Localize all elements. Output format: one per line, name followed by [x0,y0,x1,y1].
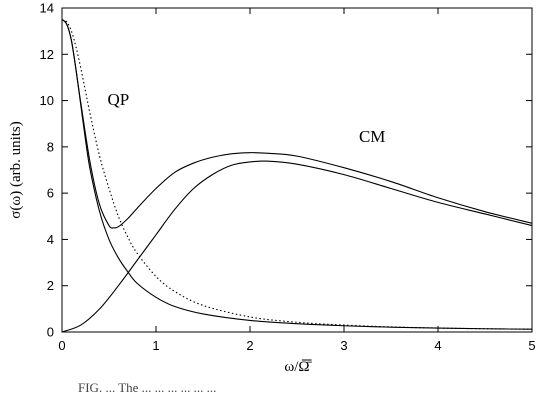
x-tick-label: 2 [246,338,253,353]
x-tick-label: 5 [528,338,535,353]
x-tick-label: 3 [340,338,347,353]
curves [61,19,533,333]
x-axis-label: ω/Ω̄ [284,359,312,375]
y-tick-label: 8 [47,139,54,154]
x-tick-label: 1 [152,338,159,353]
x-tick-label: 4 [434,338,441,353]
series-line-1 [61,19,533,330]
series-line-3 [61,160,533,333]
y-tick-label: 12 [40,47,54,62]
series-line-dotted [61,19,533,330]
y-tick-label: 6 [47,186,54,201]
annotations: QP CM [108,90,386,146]
plot-frame [61,7,533,333]
annotation-qp: QP [108,90,130,109]
y-tick-label: 14 [40,1,54,16]
annotation-cm: CM [359,127,385,146]
y-tick-label: 2 [47,278,54,293]
y-tick-label: 4 [47,232,54,247]
y-axis-label: σ(ω) (arb. units) [8,121,24,219]
series-line-4 [61,19,533,229]
y-tick-label: 0 [47,325,54,340]
x-tick-label: 0 [58,338,65,353]
y-tick-label: 10 [40,93,54,108]
caption-fragment: FIG. ... The ... ... ... ... ... ... [78,380,217,394]
